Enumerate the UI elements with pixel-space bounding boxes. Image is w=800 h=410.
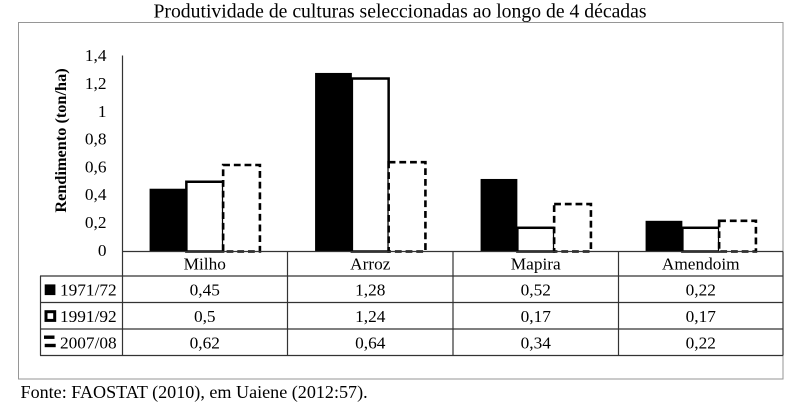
svg-text:0: 0 (98, 241, 107, 260)
svg-text:0,8: 0,8 (85, 130, 107, 149)
svg-text:0,45: 0,45 (190, 280, 220, 299)
svg-text:0,2: 0,2 (85, 213, 107, 232)
svg-text:1,24: 1,24 (355, 307, 386, 326)
svg-text:Arroz: Arroz (350, 255, 391, 274)
svg-text:0,62: 0,62 (190, 333, 220, 352)
svg-text:1991/92: 1991/92 (60, 307, 117, 326)
svg-text:1,28: 1,28 (355, 280, 385, 299)
svg-text:Amendoim: Amendoim (662, 255, 740, 274)
svg-text:0,17: 0,17 (521, 307, 552, 326)
svg-text:Milho: Milho (184, 255, 226, 274)
svg-text:0,64: 0,64 (355, 333, 386, 352)
svg-text:Rendimento (ton/ha): Rendimento (ton/ha) (51, 68, 70, 212)
svg-text:Mapira: Mapira (511, 255, 561, 274)
svg-text:1,4: 1,4 (85, 46, 107, 65)
svg-text:0,6: 0,6 (85, 157, 107, 176)
svg-text:0,22: 0,22 (686, 333, 716, 352)
svg-text:2007/08: 2007/08 (60, 333, 117, 352)
svg-text:0,52: 0,52 (521, 280, 551, 299)
svg-text:Produtividade de culturas sele: Produtividade de culturas seleccionadas … (153, 1, 646, 23)
svg-text:Fonte: FAOSTAT (2010), em Uaie: Fonte: FAOSTAT (2010), em Uaiene (2012:5… (21, 382, 368, 403)
svg-text:0,34: 0,34 (521, 333, 552, 352)
svg-text:1: 1 (98, 102, 107, 121)
svg-text:0,17: 0,17 (686, 307, 717, 326)
svg-text:1,2: 1,2 (85, 74, 107, 93)
svg-text:1971/72: 1971/72 (60, 280, 117, 299)
svg-text:0,22: 0,22 (686, 280, 716, 299)
svg-text:0,5: 0,5 (194, 307, 216, 326)
svg-text:0,4: 0,4 (85, 185, 107, 204)
